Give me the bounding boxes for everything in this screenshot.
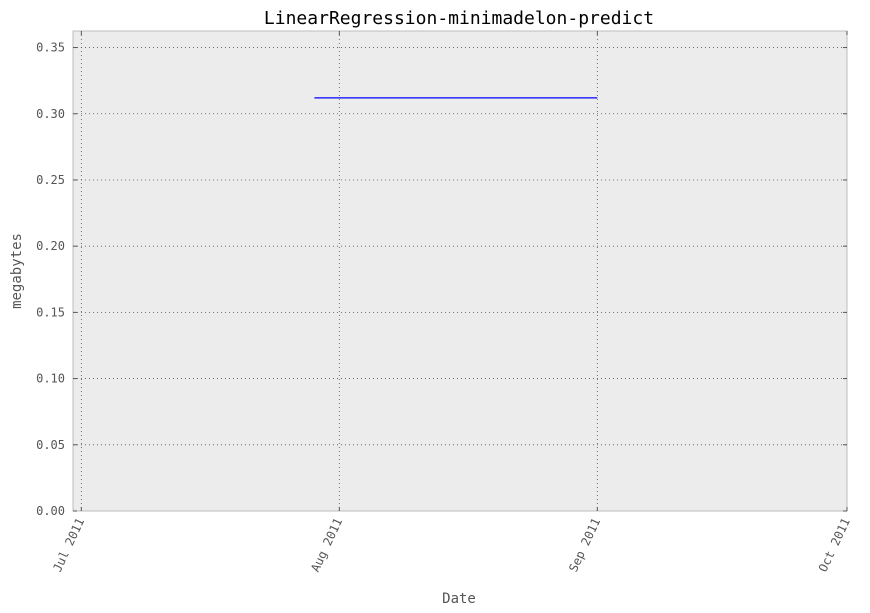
grid	[73, 31, 848, 512]
x-tick-label: Jul 2011	[50, 516, 87, 574]
y-tick-label: 0.25	[36, 173, 65, 187]
y-tick-label: 0.30	[36, 107, 65, 121]
x-tick-label: Oct 2011	[816, 516, 853, 574]
plot-frame	[72, 30, 848, 512]
y-tick-label: 0.10	[36, 372, 65, 386]
y-tick-label: 0.20	[36, 239, 65, 253]
plot-area	[73, 31, 847, 511]
y-tick-label: 0.15	[36, 305, 65, 319]
x-axis-label: Date	[442, 591, 476, 607]
y-tick-label: 0.35	[36, 41, 65, 55]
x-tick-label: Aug 2011	[308, 516, 345, 574]
chart-title: LinearRegression-minimadelon-predict	[264, 8, 654, 29]
y-axis: 0.00 0.05 0.10 0.15 0.20 0.25 0.30 0.35	[36, 41, 847, 518]
y-tick-label: 0.00	[36, 504, 65, 518]
x-tick-label: Sep 2011	[566, 516, 603, 574]
y-tick-label: 0.05	[36, 438, 65, 452]
y-axis-label: megabytes	[9, 233, 25, 309]
